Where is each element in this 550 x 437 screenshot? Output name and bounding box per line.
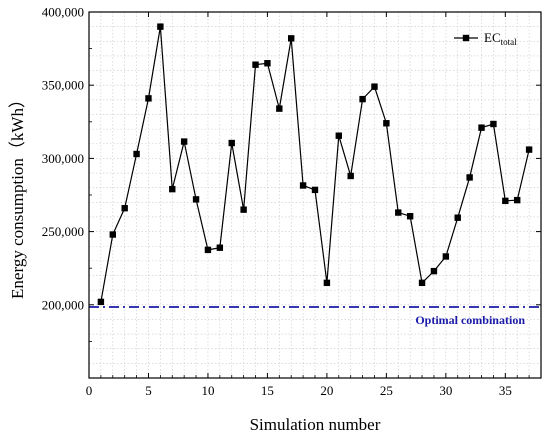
legend-label-main: EC — [484, 30, 501, 45]
data-point — [276, 105, 283, 112]
data-point — [311, 186, 319, 194]
legend-marker — [462, 34, 470, 42]
data-point — [490, 120, 497, 128]
data-point — [204, 246, 212, 254]
data-point — [192, 196, 200, 203]
data-point — [157, 23, 164, 30]
data-point — [216, 244, 224, 251]
y-axis-title: Energy consumption（kWh） — [8, 91, 27, 299]
data-point — [169, 185, 176, 193]
data-point — [288, 35, 295, 42]
data-point — [418, 279, 426, 287]
x-tick-label: 25 — [380, 383, 393, 398]
data-point — [252, 61, 259, 68]
axis-ticks: 0 5 10 15 20 25 30 35 200,000 250,000 300,000 350,0… — [42, 5, 542, 398]
data-point — [502, 197, 509, 205]
data-point — [525, 146, 533, 153]
legend-label-sub: total — [501, 37, 517, 47]
data-point — [406, 213, 414, 220]
x-tick-label: 5 — [145, 383, 152, 398]
y-tick-label: 350,000 — [42, 78, 84, 93]
data-point — [133, 150, 140, 158]
y-tick-label: 250,000 — [42, 224, 84, 239]
y-tick-label: 300,000 — [42, 151, 84, 166]
legend: ECtotal — [454, 30, 517, 47]
data-point — [395, 209, 402, 216]
data-point — [442, 253, 450, 260]
x-tick-label: 20 — [320, 383, 333, 398]
data-point — [371, 83, 378, 90]
data-point — [454, 214, 461, 221]
data-point — [145, 95, 152, 102]
data-point — [430, 267, 438, 275]
y-tick-label: 200,000 — [42, 297, 84, 312]
reference-line-label: Optimal combination — [415, 313, 525, 327]
data-point — [97, 298, 105, 306]
data-point — [240, 206, 247, 213]
data-point — [383, 120, 390, 127]
data-point — [359, 95, 366, 103]
data-point — [121, 204, 128, 212]
x-axis-title: Simulation number — [250, 415, 381, 434]
data-point — [335, 132, 342, 139]
y-tick-label: 400,000 — [42, 5, 84, 20]
data-point — [109, 231, 116, 238]
legend-label: ECtotal — [484, 30, 517, 47]
x-tick-label: 30 — [439, 383, 452, 398]
data-point — [466, 174, 473, 181]
data-point — [264, 60, 271, 67]
data-point — [180, 138, 188, 145]
data-point — [478, 124, 485, 131]
data-point — [347, 172, 354, 180]
data-point — [323, 279, 331, 287]
data-point — [514, 196, 521, 204]
x-tick-label: 35 — [499, 383, 512, 398]
series-ec-total — [97, 23, 533, 306]
data-point — [299, 182, 307, 189]
x-tick-label: 10 — [201, 383, 214, 398]
x-tick-label: 0 — [86, 383, 93, 398]
data-point — [228, 139, 235, 147]
x-tick-label: 15 — [261, 383, 274, 398]
